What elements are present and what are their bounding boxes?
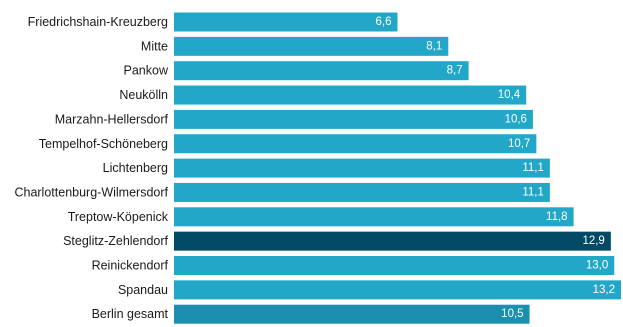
value-label: 13,2	[593, 284, 615, 296]
value-label: 6,6	[376, 16, 392, 28]
category-label: Neukölln	[119, 88, 168, 102]
value-label: 10,6	[505, 113, 527, 125]
labels-layer: Friedrichshain-Kreuzberg 6,6 Mitte 8,1 Panko…	[14, 15, 615, 321]
bar	[174, 256, 615, 275]
bar	[174, 12, 398, 32]
category-label: Marzahn-Hellersdorf	[55, 112, 169, 126]
value-label: 11,1	[522, 186, 544, 198]
bar	[174, 109, 533, 129]
category-label: Mitte	[141, 39, 168, 53]
value-label: 13,0	[586, 260, 608, 272]
value-label: 10,5	[501, 308, 523, 320]
bar	[174, 61, 469, 81]
bar	[174, 158, 550, 178]
value-label: 11,8	[546, 211, 568, 223]
bars-layer	[174, 12, 621, 324]
category-label: Berlin gesamt	[92, 307, 169, 321]
category-label: Treptow-Köpenick	[68, 210, 169, 224]
category-label: Pankow	[124, 64, 169, 78]
category-label: Lichtenberg	[103, 161, 168, 175]
bar	[174, 85, 527, 105]
category-label: Reinickendorf	[92, 259, 169, 273]
category-label: Charlottenburg-Wilmersdorf	[14, 185, 168, 199]
category-label: Spandau	[118, 283, 168, 297]
value-label: 11,1	[522, 162, 544, 174]
value-label: 8,1	[426, 40, 442, 52]
value-label: 12,9	[582, 235, 604, 247]
bar	[174, 207, 574, 227]
bar	[174, 304, 530, 324]
category-label: Friedrichshain-Kreuzberg	[28, 15, 168, 29]
category-label: Steglitz-Zehlendorf	[63, 234, 168, 248]
value-label: 10,4	[498, 89, 521, 101]
bar	[174, 36, 449, 56]
bar	[174, 182, 550, 202]
bar	[174, 134, 537, 154]
category-label: Tempelhof-Schöneberg	[39, 137, 168, 151]
value-label: 8,7	[447, 65, 463, 77]
bar	[174, 280, 621, 300]
value-label: 10,7	[508, 138, 530, 150]
bar	[174, 231, 611, 251]
